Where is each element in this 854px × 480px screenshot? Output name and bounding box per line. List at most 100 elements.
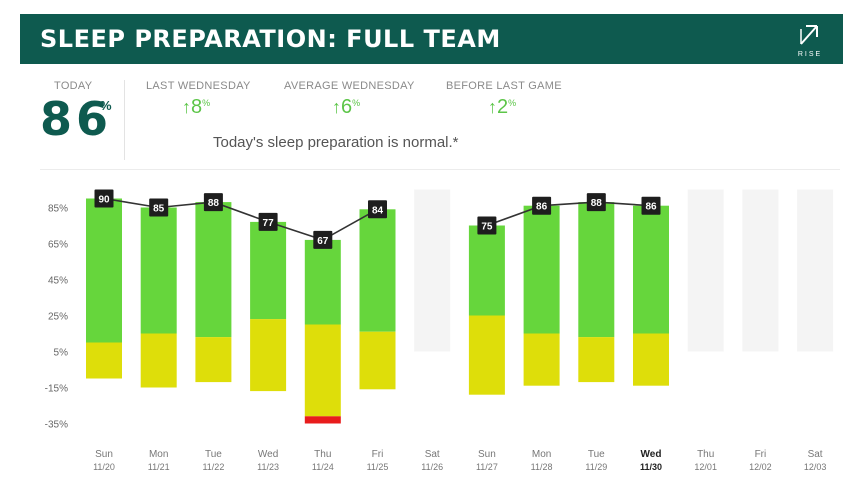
rise-logo: RISE xyxy=(793,22,827,58)
yellow-bar-segment xyxy=(304,324,341,417)
green-bar-segment xyxy=(304,239,341,325)
score-badge xyxy=(203,193,223,212)
yellow-bar-segment xyxy=(633,333,669,386)
x-tick-date: 11/24 xyxy=(312,462,334,472)
x-tick-date: 12/03 xyxy=(804,462,827,472)
today-label: TODAY xyxy=(54,80,93,92)
y-tick-label: -15% xyxy=(45,384,68,395)
y-tick-label: 5% xyxy=(54,348,69,359)
before-last-game-unit: % xyxy=(508,98,517,108)
x-tick-day: Mon xyxy=(149,449,168,460)
green-bar-segment xyxy=(86,198,122,343)
score-label: 86 xyxy=(645,202,657,213)
red-bar-segment xyxy=(304,416,341,424)
empty-day-column xyxy=(797,189,834,352)
x-tick-date: 11/26 xyxy=(421,462,443,472)
x-tick-day: Fri xyxy=(372,449,384,460)
green-bar-segment xyxy=(250,221,287,320)
green-bar-segment xyxy=(523,205,560,334)
x-tick-day: Wed xyxy=(258,449,278,460)
x-tick-day: Sat xyxy=(808,449,823,460)
status-message: Today's sleep preparation is normal.* xyxy=(213,134,459,151)
x-tick-date: 11/30 xyxy=(640,462,662,472)
yellow-bar-segment xyxy=(140,333,177,388)
x-tick-date: 11/22 xyxy=(202,462,224,472)
x-tick-date: 11/27 xyxy=(476,462,498,472)
score-badge xyxy=(368,200,387,219)
x-tick-day: Tue xyxy=(205,449,222,460)
score-label: 84 xyxy=(372,205,384,216)
score-label: 90 xyxy=(98,195,110,206)
yellow-bar-segment xyxy=(468,315,505,395)
up-arrow-icon: ↑ xyxy=(182,97,191,117)
score-badge xyxy=(641,196,661,215)
x-tick-day: Sun xyxy=(95,449,113,460)
yellow-bar-segment xyxy=(359,331,396,390)
last-wednesday-label: LAST WEDNESDAY xyxy=(146,80,251,92)
score-label: 85 xyxy=(153,204,165,215)
score-badge xyxy=(149,198,169,217)
green-bar-segment xyxy=(195,202,232,338)
x-tick-day: Sat xyxy=(425,449,440,460)
before-last-game-delta: ↑2% xyxy=(488,96,516,119)
x-tick-day: Sun xyxy=(478,449,496,460)
arrow-logo-icon xyxy=(800,25,818,45)
x-tick-date: 11/20 xyxy=(93,462,115,472)
header-bar: SLEEP PREPARATION: FULL TEAM RISE xyxy=(20,14,843,64)
page-title: SLEEP PREPARATION: FULL TEAM xyxy=(40,25,501,53)
y-tick-label: 65% xyxy=(48,240,68,251)
stats-divider xyxy=(124,80,125,160)
x-tick-day: Wed xyxy=(641,449,662,460)
top-strip xyxy=(0,0,854,14)
green-bar-segment xyxy=(359,209,396,332)
x-tick-date: 11/28 xyxy=(531,462,553,472)
yellow-bar-segment xyxy=(86,342,122,379)
last-wednesday-unit: % xyxy=(202,98,211,108)
green-bar-segment xyxy=(578,202,615,338)
x-tick-date: 11/29 xyxy=(585,462,607,472)
average-wednesday-value: 6 xyxy=(341,96,353,118)
score-badge xyxy=(313,230,333,249)
green-bar-segment xyxy=(140,207,177,334)
green-bar-segment xyxy=(468,225,505,316)
up-arrow-icon: ↑ xyxy=(488,97,497,117)
yellow-bar-segment xyxy=(523,333,560,386)
score-badge xyxy=(477,216,497,235)
score-label: 77 xyxy=(263,218,275,229)
before-last-game-label: BEFORE LAST GAME xyxy=(446,80,562,92)
x-tick-day: Fri xyxy=(755,449,767,460)
up-arrow-icon: ↑ xyxy=(332,97,341,117)
score-badge xyxy=(94,189,114,208)
empty-day-column xyxy=(414,189,451,352)
last-wednesday-value: 8 xyxy=(191,96,203,118)
score-label: 88 xyxy=(208,198,220,209)
yellow-bar-segment xyxy=(250,319,287,392)
yellow-bar-segment xyxy=(578,337,615,383)
score-label: 75 xyxy=(481,222,493,233)
green-bar-segment xyxy=(633,205,669,334)
y-tick-label: 25% xyxy=(48,312,68,323)
score-label: 88 xyxy=(591,198,603,209)
today-unit: % xyxy=(100,98,112,113)
score-badge xyxy=(258,212,278,231)
y-tick-label: 45% xyxy=(48,276,68,287)
today-value: 86 xyxy=(40,92,113,146)
y-tick-label: -35% xyxy=(45,420,68,431)
x-tick-day: Tue xyxy=(588,449,605,460)
score-label: 86 xyxy=(536,202,548,213)
y-tick-label: 85% xyxy=(48,204,68,215)
yellow-bar-segment xyxy=(195,337,232,383)
x-tick-date: 11/21 xyxy=(148,462,170,472)
x-tick-date: 11/23 xyxy=(257,462,279,472)
x-tick-date: 12/01 xyxy=(694,462,717,472)
x-tick-day: Mon xyxy=(532,449,551,460)
empty-day-column xyxy=(687,189,724,352)
score-badge xyxy=(586,193,606,212)
score-label: 67 xyxy=(317,236,329,247)
score-badge xyxy=(532,196,552,215)
score-line xyxy=(486,201,652,227)
average-wednesday-unit: % xyxy=(352,98,361,108)
logo-text: RISE xyxy=(797,51,823,58)
sleep-preparation-chart: 85% 65% 45% 25% 5% -15% -35% 90 85 88 77 67 84 75 86 88… xyxy=(45,189,834,472)
empty-day-column xyxy=(742,189,779,352)
